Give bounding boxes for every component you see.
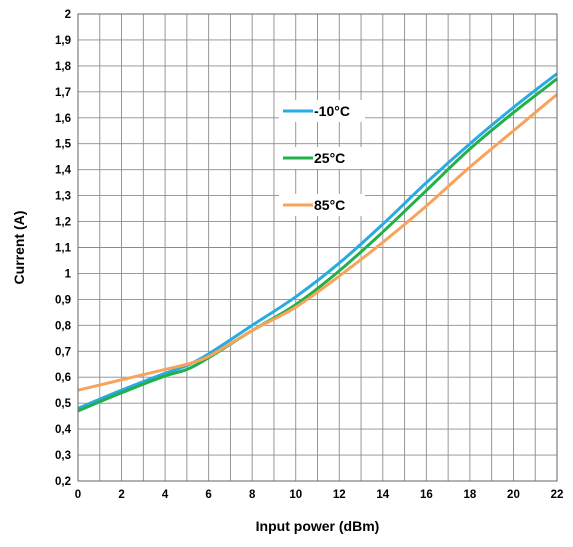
y-tick-label: 1,7 (55, 87, 71, 99)
x-tick-label: 10 (289, 489, 302, 501)
series-line-25c (77, 77, 558, 413)
y-tick-label: 1,4 (55, 165, 72, 177)
x-tick-label: 2 (118, 489, 124, 501)
y-tick-label: 1,5 (55, 139, 72, 151)
legend-item-25c: 25°C (279, 147, 365, 169)
tick-labels: 0 2 4 6 8 10 12 14 16 18 20 220,20,30,40,50,60,70,8… (55, 9, 563, 501)
y-tick-label: 1,8 (55, 61, 72, 73)
series-lines (77, 72, 558, 413)
legend-label: 85°C (314, 197, 345, 213)
legend-item-minus10c: -10°C (279, 100, 365, 122)
x-tick-label: 14 (376, 489, 389, 501)
y-axis-title: Current (A) (11, 211, 27, 285)
legend-label: -10°C (314, 103, 350, 119)
plot-frame (77, 13, 558, 482)
grid (78, 14, 557, 481)
x-tick-label: 18 (464, 489, 477, 501)
x-tick-label: 22 (551, 489, 564, 501)
y-tick-label: 0,3 (55, 450, 71, 462)
series-line-85c (77, 93, 558, 392)
series-line-minus10c (77, 72, 558, 410)
y-tick-label: 1,1 (55, 243, 72, 255)
legend-item-background (279, 147, 365, 169)
x-axis-title: Input power (dBm) (256, 518, 380, 534)
x-tick-label: 0 (75, 489, 81, 501)
y-tick-label: 0,7 (55, 346, 71, 358)
x-tick-label: 8 (249, 489, 256, 501)
y-tick-label: 1,2 (55, 217, 71, 229)
y-tick-label: 0,9 (55, 294, 71, 306)
legend-item-background (279, 194, 365, 216)
y-tick-label: 0,2 (55, 476, 71, 488)
legend-item-85c: 85°C (279, 194, 365, 216)
y-tick-label: 1 (65, 268, 72, 280)
y-tick-label: 0,4 (55, 424, 72, 436)
x-tick-label: 20 (507, 489, 520, 501)
legend-label: 25°C (314, 150, 345, 166)
x-tick-label: 4 (162, 489, 169, 501)
y-tick-label: 0,8 (55, 320, 72, 332)
x-tick-label: 6 (205, 489, 211, 501)
y-tick-label: 0,5 (55, 398, 72, 410)
y-tick-label: 2 (65, 9, 71, 21)
legend-item-background (279, 100, 365, 122)
legend: -10°C 25°C 85°C (279, 100, 365, 216)
x-tick-label: 16 (420, 489, 433, 501)
x-tick-label: 12 (333, 489, 346, 501)
y-tick-label: 0,6 (55, 372, 71, 384)
y-tick-label: 1,9 (55, 35, 71, 47)
y-tick-label: 1,3 (55, 191, 71, 203)
y-tick-label: 1,6 (55, 113, 71, 125)
